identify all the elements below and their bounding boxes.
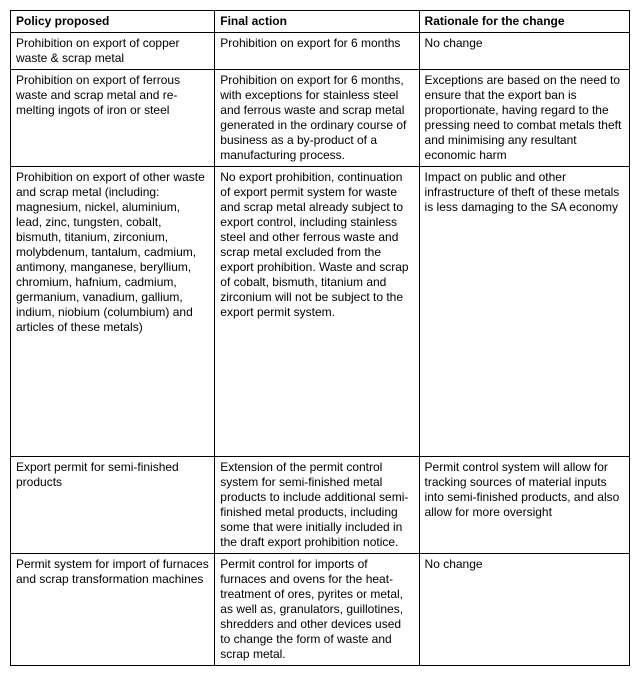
table-head: Policy proposedFinal actionRationale for…: [11, 11, 630, 33]
column-header: Policy proposed: [11, 11, 215, 33]
table-cell: Prohibition on export for 6 months: [215, 33, 419, 70]
table-row: Prohibition on export of other waste and…: [11, 167, 630, 457]
table-cell: No change: [419, 33, 629, 70]
column-header: Final action: [215, 11, 419, 33]
header-row: Policy proposedFinal actionRationale for…: [11, 11, 630, 33]
table-cell: Permit system for import of furnaces and…: [11, 554, 215, 666]
table-cell: Permit control system will allow for tra…: [419, 457, 629, 554]
table-cell: Export permit for semi-finished products: [11, 457, 215, 554]
table-cell: Prohibition on export of other waste and…: [11, 167, 215, 457]
table-row: Prohibition on export of copper waste & …: [11, 33, 630, 70]
table-cell: Impact on public and other infrastructur…: [419, 167, 629, 457]
table-row: Export permit for semi-finished products…: [11, 457, 630, 554]
column-header: Rationale for the change: [419, 11, 629, 33]
table-cell: Prohibition on export of copper waste & …: [11, 33, 215, 70]
table-cell: No change: [419, 554, 629, 666]
table-row: Permit system for import of furnaces and…: [11, 554, 630, 666]
table-cell: Extension of the permit control system f…: [215, 457, 419, 554]
policy-table: Policy proposedFinal actionRationale for…: [10, 10, 630, 666]
table-cell: No export prohibition, continuation of e…: [215, 167, 419, 457]
table-cell: Prohibition on export for 6 months, with…: [215, 70, 419, 167]
table-cell: Prohibition on export of ferrous waste a…: [11, 70, 215, 167]
table-cell: Permit control for imports of furnaces a…: [215, 554, 419, 666]
table-row: Prohibition on export of ferrous waste a…: [11, 70, 630, 167]
table-body: Prohibition on export of copper waste & …: [11, 33, 630, 666]
table-cell: Exceptions are based on the need to ensu…: [419, 70, 629, 167]
